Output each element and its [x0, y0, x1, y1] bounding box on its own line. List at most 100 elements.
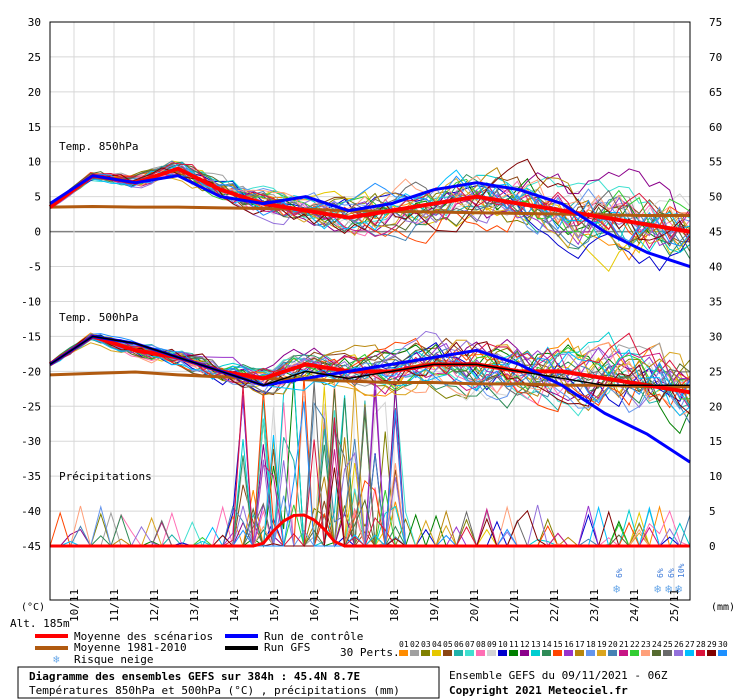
series-line: [48, 334, 691, 395]
pert-line-850: [49, 161, 691, 260]
pert-number-label: 29: [707, 640, 717, 649]
footer-copyright: Copyright 2021 Meteociel.fr: [449, 684, 628, 697]
left-tick-label: 5: [34, 191, 41, 204]
x-tick-label: 12/11: [148, 589, 161, 622]
pert-number-label: 05: [443, 640, 453, 649]
pert-number-label: 02: [410, 640, 420, 649]
pert-color-swatch: [652, 650, 661, 656]
pert-color-swatch: [641, 650, 650, 656]
right-tick-label: 50: [709, 191, 722, 204]
x-tick-label: 11/11: [108, 589, 121, 622]
left-tick-label: -5: [28, 261, 41, 274]
left-tick-label: 10: [28, 156, 41, 169]
pert-number-label: 15: [553, 640, 563, 649]
right-tick-label: 0: [709, 540, 716, 553]
x-tick-label: 25/11: [668, 589, 681, 622]
right-tick-label: 30: [709, 330, 722, 343]
pert-number-label: 21: [619, 640, 629, 649]
left-axis-unit: (°C): [21, 602, 45, 613]
pert-color-swatch: [410, 650, 419, 656]
left-tick-label: -25: [21, 400, 41, 413]
footer-title: Diagramme des ensembles GEFS sur 384h : …: [29, 670, 360, 683]
pert-color-swatch: [608, 650, 617, 656]
pert-color-swatch: [498, 650, 507, 656]
pert-number-label: 06: [454, 640, 464, 649]
left-tick-label: 30: [28, 16, 41, 29]
pert-color-swatch: [399, 650, 408, 656]
right-tick-label: 45: [709, 226, 722, 239]
right-tick-label: 75: [709, 16, 722, 29]
pert-number-label: 30: [718, 640, 728, 649]
precip-mean-line: [50, 513, 690, 548]
t850-section-label: Temp. 850hPa: [59, 140, 138, 153]
pert-color-swatch: [520, 650, 529, 656]
pert-number-label: 16: [564, 640, 574, 649]
snow-risk-label: 10%: [677, 563, 686, 578]
pert-color-swatch: [619, 650, 628, 656]
x-tick-label: 10/11: [68, 589, 81, 622]
pert-color-swatch: [707, 650, 716, 656]
right-tick-label: 20: [709, 400, 722, 413]
left-tick-label: 25: [28, 51, 41, 64]
pert-color-swatch: [476, 650, 485, 656]
pert-color-swatch: [685, 650, 694, 656]
x-tick-label: 17/11: [348, 589, 361, 622]
left-tick-label: 20: [28, 86, 41, 99]
snowflake-icon: ❄: [53, 653, 60, 666]
left-tick-label: -45: [21, 540, 41, 553]
pert-line-850: [49, 160, 691, 249]
pert-number-label: 27: [685, 640, 695, 649]
pert-number-label: 12: [520, 640, 530, 649]
right-tick-label: 60: [709, 121, 722, 134]
pert-color-swatch: [696, 650, 705, 656]
legend-control-label: Run de contrôle: [264, 630, 363, 643]
pert-color-swatch: [421, 650, 430, 656]
right-tick-label: 5: [709, 505, 716, 518]
pert-number-label: 28: [696, 640, 706, 649]
pert-color-swatch: [487, 650, 496, 656]
right-tick-label: 65: [709, 86, 722, 99]
pert-number-label: 13: [531, 640, 541, 649]
pert-number-label: 20: [608, 640, 618, 649]
x-tick-label: 14/11: [228, 589, 241, 622]
pert-number-label: 01: [399, 640, 409, 649]
series-line: [49, 335, 690, 387]
pert-color-swatch: [597, 650, 606, 656]
legend-mean-label: Moyenne des scénarios: [74, 630, 213, 643]
pert-line-850: [49, 165, 691, 245]
left-tick-label: 0: [34, 226, 41, 239]
t500-section-label: Temp. 500hPa: [59, 311, 138, 324]
snow-risk-label: 6%: [656, 568, 665, 578]
grid: [50, 21, 690, 600]
left-tick-label: 15: [28, 121, 41, 134]
right-tick-label: 55: [709, 156, 722, 169]
right-tick-label: 10: [709, 470, 722, 483]
snow-risk-label: 6%: [615, 568, 624, 578]
pert-number-label: 03: [421, 640, 431, 649]
pert-color-swatch: [553, 650, 562, 656]
legend-climo-label: Moyenne 1981-2010: [74, 641, 187, 654]
snowflake-icon: ❄: [613, 582, 620, 596]
pert-number-label: 07: [465, 640, 475, 649]
snowflake-icon: ❄: [654, 582, 661, 596]
pert-number-label: 08: [476, 640, 486, 649]
legend-snow-label: Risque neige: [74, 653, 153, 666]
main-series: [48, 166, 691, 548]
pert-number-label: 10: [498, 640, 508, 649]
right-axis-unit: (mm): [711, 602, 735, 613]
snowflake-icon: ❄: [675, 582, 682, 596]
plot-frame: [49, 21, 691, 601]
pert-number-label: 11: [509, 640, 519, 649]
pert-color-swatch: [718, 650, 727, 656]
x-tick-label: 15/11: [268, 589, 281, 622]
left-tick-label: -30: [21, 435, 41, 448]
left-tick-label: -10: [21, 295, 41, 308]
right-tick-label: 15: [709, 435, 722, 448]
right-tick-label: 70: [709, 51, 722, 64]
legend-gfs-label: Run GFS: [264, 641, 310, 654]
snowflake-icon: ❄: [665, 582, 672, 596]
pert-number-label: 24: [652, 640, 662, 649]
x-tick-label: 23/11: [588, 589, 601, 622]
